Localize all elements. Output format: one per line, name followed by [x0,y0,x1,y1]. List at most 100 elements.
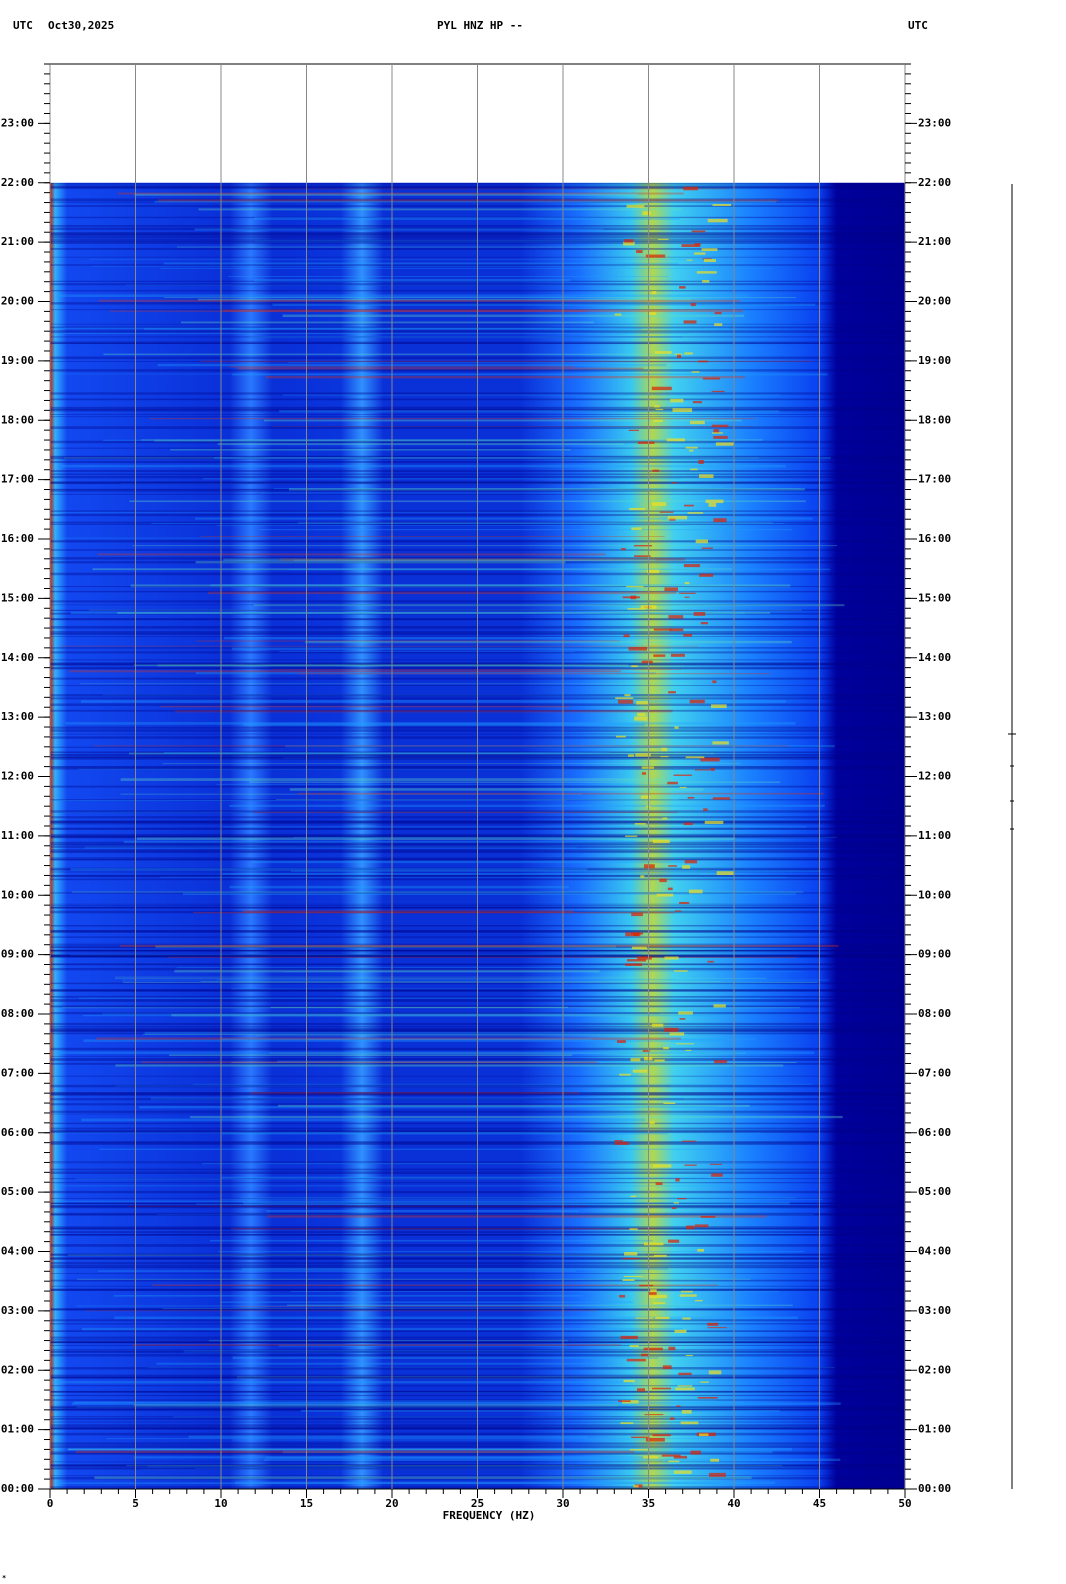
texture-blob [709,1472,726,1477]
texture-stripe [282,1450,773,1454]
timezone-right: UTC [908,19,928,32]
texture-stripe [250,296,576,298]
texture-blob [697,1248,704,1252]
texture-blob [641,766,654,769]
texture-stripe [123,840,637,843]
texture-blob [674,726,679,729]
texture-stripe [222,873,701,876]
texture-blob [689,449,694,452]
texture-blob [673,774,692,776]
texture-stripe [80,700,786,703]
texture-stripe [78,997,761,999]
texture-blob [651,386,672,391]
texture-blob [675,1178,680,1182]
texture-stripe [59,1132,761,1134]
texture-blob [670,1417,675,1420]
texture-blob [692,401,702,404]
texture-stripe [217,442,625,446]
texture-blob [628,647,648,651]
texture-stripe [152,1284,718,1286]
texture-blob [684,860,698,864]
texture-blob [712,203,732,207]
texture-stripe [222,309,743,313]
texture-blob [695,539,708,544]
texture-stripe [129,500,806,503]
texture-blob [684,596,690,598]
texture-blob [661,747,668,752]
y-tick-label: 15:00 [918,591,951,604]
texture-blob [619,1294,626,1298]
texture-stripe [266,1456,608,1459]
texture-blob [685,446,698,449]
texture-stripe [228,366,575,368]
texture-stripe [238,1306,571,1307]
texture-stripe [163,262,679,265]
texture-stripe [67,1447,792,1451]
texture-blob [699,573,714,577]
y-tick-label: 09:00 [1,948,34,961]
texture-stripe [232,1439,646,1441]
texture-blob [691,371,700,373]
texture-stripe [70,868,588,871]
texture-blob [694,1299,703,1302]
texture-blob [712,680,717,684]
texture-blob [683,320,697,324]
texture-stripe [79,683,692,685]
texture-stripe [147,1464,626,1468]
y-tick-label: 16:00 [918,532,951,545]
texture-blob [634,823,646,825]
y-tick-label: 06:00 [918,1126,951,1139]
texture-stripe [75,1450,635,1454]
texture-stripe [133,664,629,667]
texture-blob [652,469,659,472]
y-tick-label: 04:00 [918,1245,951,1258]
texture-blob [654,1059,665,1062]
texture-blob [667,781,678,785]
texture-blob [623,1379,635,1383]
y-tick-label: 05:00 [1,1185,34,1198]
texture-stripe [55,1185,736,1187]
texture-stripe [164,752,610,754]
texture-stripe [256,188,729,190]
texture-stripe [68,1448,675,1451]
texture-blob [633,545,653,547]
texture-stripe [142,1034,689,1035]
texture-blob [661,1454,681,1457]
texture-stripe [70,611,745,615]
texture-blob [704,820,724,824]
texture-stripe [195,561,566,564]
texture-stripe [190,1115,843,1119]
texture-stripe [271,669,682,670]
x-tick-label: 40 [727,1497,740,1510]
texture-blob [707,960,714,963]
texture-blob [630,1449,650,1451]
y-tick-label: 19:00 [918,354,951,367]
texture-blob [679,1294,697,1297]
texture-blob [632,1069,648,1073]
texture-blob [659,878,667,883]
texture-blob [643,864,655,869]
y-tick-label: 12:00 [918,770,951,783]
texture-blob [673,1455,688,1459]
texture-blob [631,912,643,917]
y-tick-label: 18:00 [918,413,951,426]
texture-stripe [288,488,805,491]
texture-stripe [288,568,830,570]
texture-stripe [237,1376,712,1379]
texture-blob [671,482,677,484]
x-tick-label: 35 [642,1497,655,1510]
texture-stripe [200,980,721,982]
texture-blob [658,238,669,240]
texture-blob [713,518,727,523]
texture-stripe [279,1392,822,1393]
texture-stripe [157,663,684,667]
texture-stripe [99,1148,727,1150]
texture-blob [644,1242,664,1246]
texture-blob [631,1436,650,1438]
texture-blob [703,808,708,811]
texture-blob [714,323,723,326]
texture-blob [645,254,666,258]
texture-stripe [201,1162,615,1165]
texture-blob [681,1410,692,1414]
